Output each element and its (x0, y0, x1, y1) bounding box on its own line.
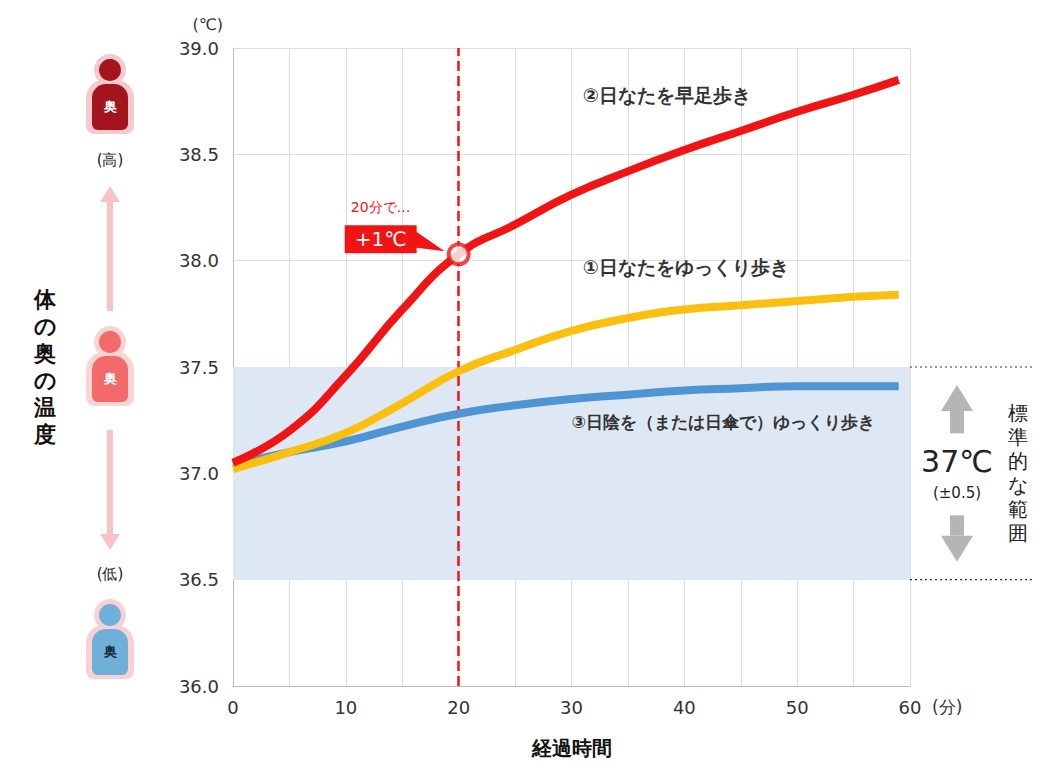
svg-text:60: 60 (899, 697, 922, 718)
svg-text:50: 50 (786, 697, 809, 718)
svg-text:39.0: 39.0 (179, 38, 219, 59)
svg-text:(±0.5): (±0.5) (933, 484, 981, 502)
svg-text:奥: 奥 (103, 99, 117, 114)
svg-text:(分): (分) (932, 697, 962, 717)
svg-text:経過時間: 経過時間 (531, 736, 612, 760)
svg-text:36.5: 36.5 (179, 569, 219, 590)
svg-text:準: 準 (1008, 425, 1028, 449)
svg-text:②日なたを早足歩き: ②日なたを早足歩き (583, 84, 751, 106)
svg-text:36.0: 36.0 (179, 676, 219, 697)
svg-text:奥: 奥 (33, 341, 56, 366)
svg-text:奥: 奥 (103, 371, 117, 386)
svg-text:①日なたをゆっくり歩き: ①日なたをゆっくり歩き (583, 256, 789, 278)
svg-text:37℃: 37℃ (921, 444, 993, 479)
svg-text:(高): (高) (97, 151, 124, 169)
svg-text:の: の (34, 314, 57, 339)
svg-text:40: 40 (673, 697, 696, 718)
svg-text:0: 0 (227, 697, 238, 718)
svg-text:+1℃: +1℃ (355, 227, 407, 251)
svg-text:温: 温 (33, 395, 56, 420)
svg-text:的: 的 (1008, 449, 1028, 473)
svg-text:20分で…: 20分で… (351, 199, 411, 215)
svg-text:30: 30 (560, 697, 583, 718)
svg-text:な: な (1008, 473, 1028, 497)
svg-text:38.0: 38.0 (179, 250, 219, 271)
svg-text:度: 度 (33, 422, 56, 447)
svg-text:③日陰を（または日傘で）ゆっくり歩き: ③日陰を（または日傘で）ゆっくり歩き (572, 412, 875, 432)
svg-text:奥: 奥 (103, 644, 117, 659)
svg-text:の: の (34, 368, 57, 393)
svg-text:37.5: 37.5 (179, 357, 219, 378)
svg-text:20: 20 (447, 697, 470, 718)
svg-text:10: 10 (334, 697, 357, 718)
svg-text:37.0: 37.0 (179, 463, 219, 484)
svg-text:囲: 囲 (1008, 521, 1028, 545)
svg-text:(低): (低) (97, 565, 124, 583)
svg-text:38.5: 38.5 (179, 144, 219, 165)
svg-text:(℃): (℃) (193, 15, 223, 34)
svg-text:範: 範 (1008, 497, 1028, 521)
svg-text:体: 体 (33, 287, 57, 312)
svg-text:標: 標 (1008, 401, 1028, 425)
